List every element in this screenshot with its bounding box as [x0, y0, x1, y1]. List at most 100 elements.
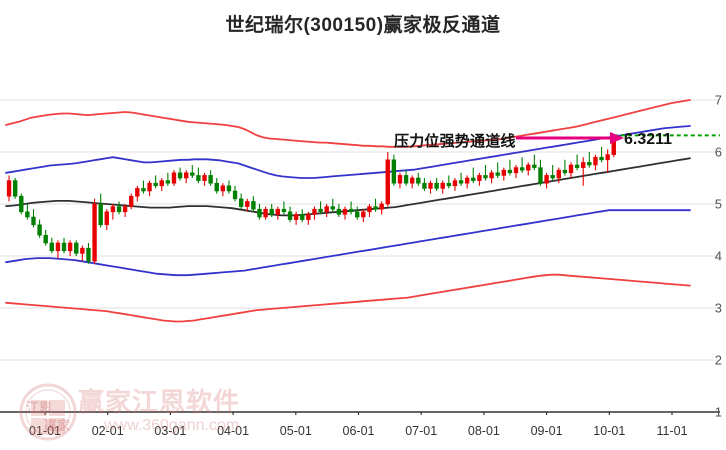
candle-body — [43, 234, 48, 244]
candle-body — [440, 182, 445, 189]
candle-body — [336, 208, 342, 215]
candle-body — [263, 208, 268, 218]
candle-body — [196, 175, 201, 181]
candle-body — [153, 182, 158, 187]
candle-body — [37, 224, 42, 236]
candle-body — [92, 203, 97, 262]
y-axis-tick-label: 3 — [714, 300, 722, 316]
candle-body — [86, 247, 91, 262]
candle-body — [74, 242, 79, 254]
candle-body — [605, 154, 610, 161]
candle-body — [226, 185, 232, 192]
y-axis-tick-label: 1 — [714, 404, 722, 420]
candle-body — [257, 208, 262, 218]
candle-body — [61, 242, 67, 252]
candle-body — [568, 164, 574, 174]
candle-body — [25, 211, 30, 218]
candle-body — [556, 169, 561, 179]
candle-body — [513, 167, 519, 174]
candle-body — [452, 180, 458, 187]
candle-body — [367, 206, 372, 213]
logo-char-2: 赢家 — [44, 418, 71, 433]
x-axis-tick-label: 02-01 — [91, 424, 124, 438]
candle-body — [147, 182, 152, 192]
candle-body — [385, 159, 390, 205]
series-line — [5, 273, 691, 323]
candle-body — [104, 211, 109, 226]
plot-area — [0, 99, 720, 415]
candle-body — [464, 177, 470, 184]
candle-body — [330, 206, 335, 210]
candle-body — [355, 211, 360, 218]
candle-body — [110, 206, 116, 213]
candle-body — [293, 214, 299, 220]
candle-body — [312, 208, 317, 215]
series-line — [5, 209, 691, 277]
candle-body — [208, 175, 213, 184]
candle-body — [19, 195, 24, 213]
candle-body — [55, 242, 61, 252]
candle-body — [190, 172, 195, 176]
candle-body — [519, 167, 525, 171]
candle-body — [287, 211, 293, 220]
candle-body — [593, 156, 598, 166]
candle-body — [532, 164, 537, 168]
candle-body — [98, 203, 103, 226]
candle-body — [574, 164, 580, 168]
candle-body — [80, 247, 85, 254]
x-axis-tick-label: 03-01 — [154, 424, 187, 438]
candle-body — [477, 175, 482, 181]
candle-body — [483, 175, 488, 179]
candle-body — [275, 208, 281, 215]
x-axis-tick-label: 01-01 — [29, 424, 61, 438]
candle-body — [135, 188, 140, 197]
candle-body — [214, 182, 219, 192]
candle-body — [373, 206, 378, 210]
y-axis-tick-label: 7 — [714, 92, 722, 108]
candle-body — [122, 206, 128, 213]
candle-body — [238, 198, 244, 207]
candle-body — [562, 169, 568, 174]
candle-body — [324, 206, 329, 213]
series-line — [5, 125, 691, 179]
watermark-brand: 赢家江恩软件 — [78, 387, 241, 417]
watermark-url: www.360gann.com — [104, 417, 240, 434]
candle-body — [416, 177, 421, 184]
candle-body — [281, 208, 287, 213]
x-axis-tick-label: 05-01 — [279, 424, 312, 438]
x-axis-tick-label: 04-01 — [217, 424, 250, 438]
candle-body — [342, 208, 348, 215]
candle-body — [300, 214, 305, 220]
candle-body — [159, 180, 164, 187]
candle-body — [361, 211, 366, 218]
candle-body — [397, 175, 403, 184]
candle-body — [306, 214, 311, 220]
candle-body — [177, 172, 183, 179]
candle-body — [458, 180, 464, 184]
y-axis-tick-label: 5 — [714, 196, 722, 212]
candle-body — [409, 177, 415, 184]
candle-body — [538, 167, 543, 184]
candle-body — [251, 201, 256, 210]
candle-body — [31, 216, 36, 226]
x-axis-tick-label: 10-01 — [593, 424, 626, 438]
candle-body — [526, 164, 531, 171]
gann-seal-logo: 江恩 赢家 — [19, 383, 77, 441]
y-axis-tick-label: 4 — [714, 248, 722, 264]
candle-body — [49, 242, 55, 252]
x-axis-tick-label: 06-01 — [342, 424, 375, 438]
candle-body — [446, 182, 452, 187]
candle-body — [507, 169, 513, 174]
x-axis-tick-label: 09-01 — [530, 424, 563, 438]
candle-body — [116, 206, 122, 213]
candle-body — [391, 159, 397, 184]
candle-body — [471, 177, 476, 181]
candle-body — [184, 172, 189, 179]
candle-body — [348, 208, 354, 213]
candle-body — [544, 175, 549, 184]
candle-body — [587, 162, 592, 166]
candle-body — [171, 172, 177, 184]
candle-body — [129, 195, 134, 207]
candle-body — [141, 188, 146, 192]
